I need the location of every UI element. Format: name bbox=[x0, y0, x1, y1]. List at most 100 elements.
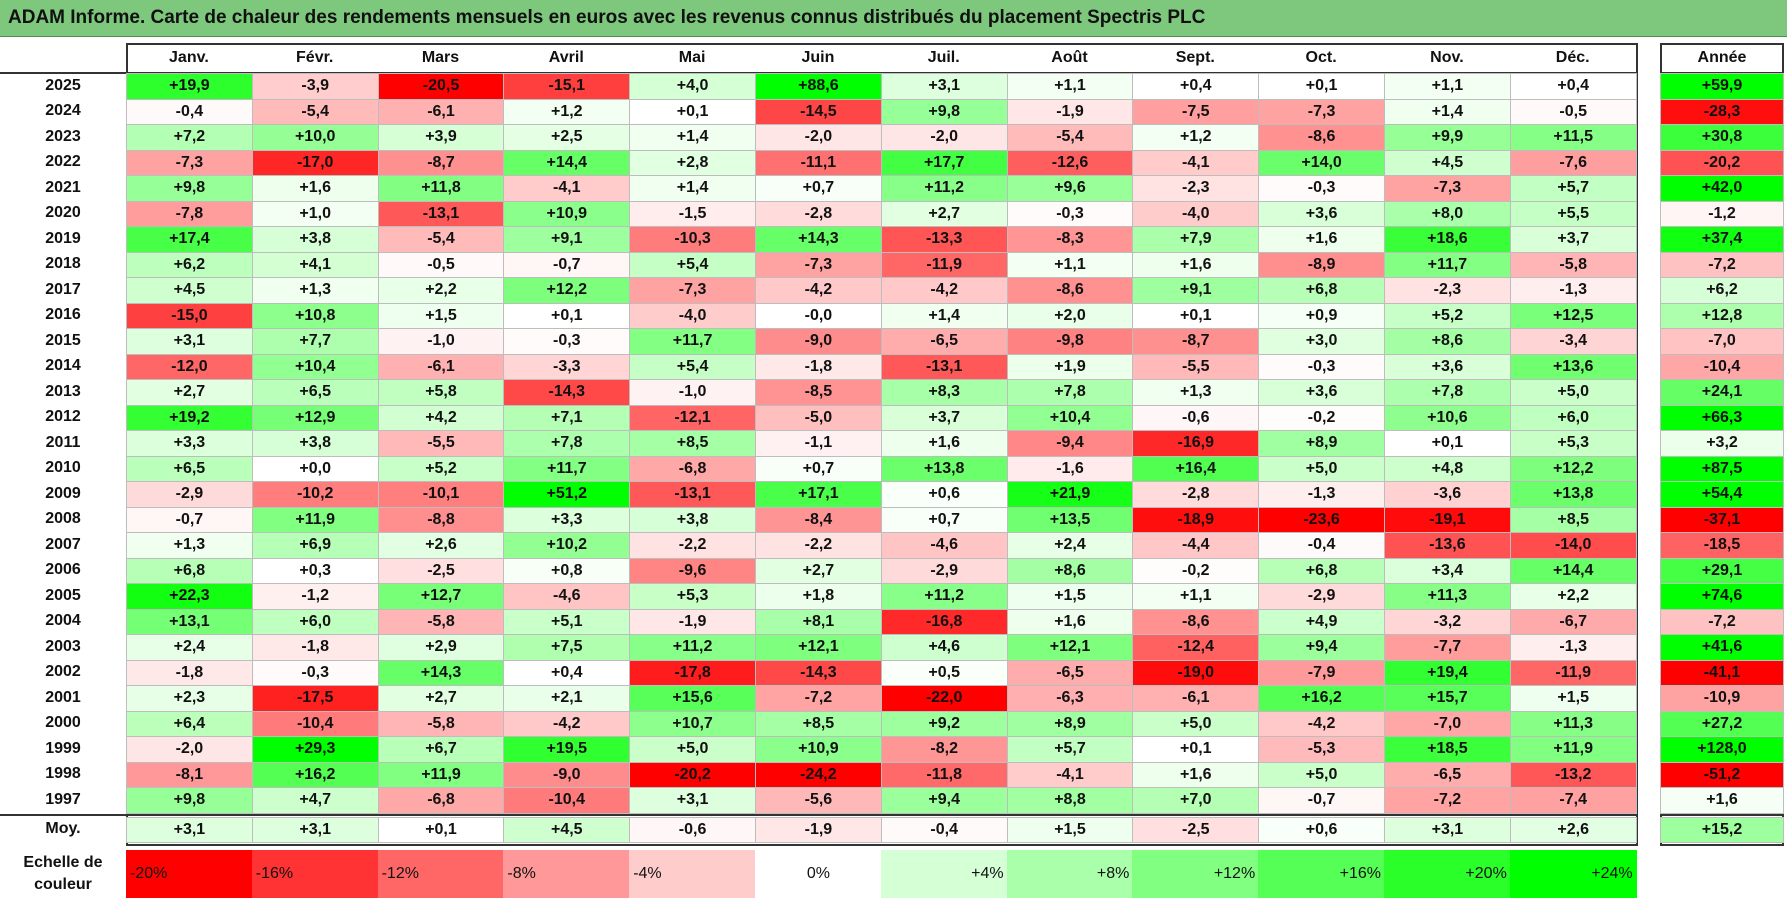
heatmap-cell: +4,9 bbox=[1258, 608, 1385, 635]
heatmap-cell: -0,7 bbox=[126, 506, 253, 533]
heatmap-cell: +15,7 bbox=[1384, 685, 1511, 712]
color-scale-label: Echelle de couleur bbox=[0, 852, 126, 896]
color-scale-swatch: -8% bbox=[503, 850, 631, 898]
year-label: 2022 bbox=[45, 153, 81, 171]
heatmap-cell: -0,3 bbox=[1258, 175, 1385, 202]
year-label: 2018 bbox=[45, 255, 81, 273]
heatmap-cell: +1,1 bbox=[1006, 251, 1134, 278]
heatmap-cell: +3,7 bbox=[880, 404, 1008, 431]
heatmap-cell: -1,0 bbox=[629, 379, 756, 406]
heatmap-cell: +22,3 bbox=[126, 583, 253, 610]
heatmap-cell: -8,8 bbox=[377, 506, 505, 533]
heatmap-cell: +14,3 bbox=[755, 226, 882, 253]
year-label: 2024 bbox=[45, 102, 81, 120]
year-label: 1997 bbox=[45, 790, 81, 808]
heatmap-cell: +5,2 bbox=[377, 455, 505, 482]
average-cell: -1,9 bbox=[755, 816, 882, 843]
annual-cell: +54,4 bbox=[1660, 481, 1784, 508]
heatmap-cell: -0,4 bbox=[126, 98, 253, 125]
heatmap-cell: +7,8 bbox=[503, 430, 631, 457]
heatmap-cell: +0,4 bbox=[1132, 73, 1260, 100]
heatmap-cell: -10,4 bbox=[503, 787, 631, 814]
heatmap-cell: +2,7 bbox=[755, 557, 882, 584]
heatmap-cell: +21,9 bbox=[1006, 481, 1134, 508]
heatmap-cell: -7,8 bbox=[126, 200, 253, 227]
heatmap-cell: +11,2 bbox=[880, 175, 1008, 202]
heatmap-cell: +0,1 bbox=[629, 98, 756, 125]
heatmap-cell: -6,5 bbox=[1006, 659, 1134, 686]
heatmap-cell: -6,5 bbox=[1384, 761, 1511, 788]
year-label: 2016 bbox=[45, 306, 81, 324]
heatmap-cell: +2,5 bbox=[503, 124, 631, 151]
year-label: 2009 bbox=[45, 484, 81, 502]
month-header: Avril bbox=[548, 49, 584, 66]
heatmap-cell: +12,1 bbox=[1006, 634, 1134, 661]
year-label: 2008 bbox=[45, 510, 81, 528]
heatmap-cell: -8,4 bbox=[755, 506, 882, 533]
color-scale-swatch: +24% bbox=[1509, 850, 1637, 898]
heatmap-cell: +2,0 bbox=[1006, 302, 1134, 329]
heatmap-cell: +4,2 bbox=[377, 404, 505, 431]
annual-cell: +30,8 bbox=[1660, 124, 1784, 151]
heatmap-cell: -6,8 bbox=[629, 455, 756, 482]
heatmap-cell: -3,6 bbox=[1384, 481, 1511, 508]
heatmap-cell: -4,1 bbox=[1132, 149, 1260, 176]
heatmap-cell: +5,2 bbox=[1384, 302, 1511, 329]
heatmap-cell: -0,0 bbox=[755, 302, 882, 329]
heatmap-cell: -8,9 bbox=[1258, 251, 1385, 278]
heatmap-cell: -2,8 bbox=[755, 200, 882, 227]
heatmap-cell: +1,6 bbox=[1132, 761, 1260, 788]
heatmap-cell: +5,8 bbox=[377, 379, 505, 406]
heatmap-cell: -7,5 bbox=[1132, 98, 1260, 125]
color-scale-swatch: -16% bbox=[251, 850, 379, 898]
heatmap-cell: +19,9 bbox=[126, 73, 253, 100]
year-label: 2000 bbox=[45, 714, 81, 732]
average-cell: +1,5 bbox=[1006, 816, 1134, 843]
heatmap-cell: +5,5 bbox=[1509, 200, 1637, 227]
heatmap-cell: +5,3 bbox=[629, 583, 756, 610]
heatmap-cell: -13,1 bbox=[629, 481, 756, 508]
heatmap-cell: +2,2 bbox=[1509, 583, 1637, 610]
year-label: 2005 bbox=[45, 586, 81, 604]
heatmap-cell: -19,0 bbox=[1132, 659, 1260, 686]
heatmap-cell: +9,1 bbox=[1132, 277, 1260, 304]
heatmap-cell: +10,6 bbox=[1384, 404, 1511, 431]
heatmap-cell: -5,6 bbox=[755, 787, 882, 814]
heatmap-cell: -4,1 bbox=[503, 175, 631, 202]
annual-cell: -41,1 bbox=[1660, 659, 1784, 686]
heatmap-cell: +7,8 bbox=[1384, 379, 1511, 406]
heatmap-cell: -5,8 bbox=[377, 608, 505, 635]
heatmap-cell: -17,5 bbox=[251, 685, 379, 712]
heatmap-cell: +8,6 bbox=[1006, 557, 1134, 584]
color-scale-swatch: -20% bbox=[126, 850, 253, 898]
heatmap-cell: +0,9 bbox=[1258, 302, 1385, 329]
heatmap-cell: -18,9 bbox=[1132, 506, 1260, 533]
heatmap-cell: +0,3 bbox=[251, 557, 379, 584]
heatmap-cell: -4,2 bbox=[755, 277, 882, 304]
heatmap-cell: +5,0 bbox=[1509, 379, 1637, 406]
heatmap-cell: +11,7 bbox=[503, 455, 631, 482]
heatmap-cell: +1,4 bbox=[629, 175, 756, 202]
heatmap-cell: +3,0 bbox=[1258, 328, 1385, 355]
year-label: 2010 bbox=[45, 459, 81, 477]
heatmap-cell: -9,6 bbox=[629, 557, 756, 584]
heatmap-cell: +6,7 bbox=[377, 736, 505, 763]
heatmap-cell: -2,9 bbox=[880, 557, 1008, 584]
heatmap-cell: +3,6 bbox=[1384, 353, 1511, 380]
heatmap-cell: +3,8 bbox=[251, 226, 379, 253]
color-scale-swatch: -12% bbox=[377, 850, 505, 898]
heatmap-cell: +5,4 bbox=[629, 353, 756, 380]
heatmap-cell: +0,1 bbox=[503, 302, 631, 329]
heatmap-cell: +2,7 bbox=[880, 200, 1008, 227]
year-label: 2012 bbox=[45, 408, 81, 426]
heatmap-cell: -8,5 bbox=[755, 379, 882, 406]
heatmap-cell: +13,5 bbox=[1006, 506, 1134, 533]
heatmap-cell: +6,8 bbox=[1258, 557, 1385, 584]
month-header: Mars bbox=[421, 49, 460, 66]
annual-cell: -18,5 bbox=[1660, 532, 1784, 559]
heatmap-cell: -2,0 bbox=[126, 736, 253, 763]
heatmap-cell: +5,4 bbox=[629, 251, 756, 278]
heatmap-cell: +0,1 bbox=[1132, 302, 1260, 329]
heatmap-cell: +1,9 bbox=[1006, 353, 1134, 380]
year-label: 2013 bbox=[45, 382, 81, 400]
